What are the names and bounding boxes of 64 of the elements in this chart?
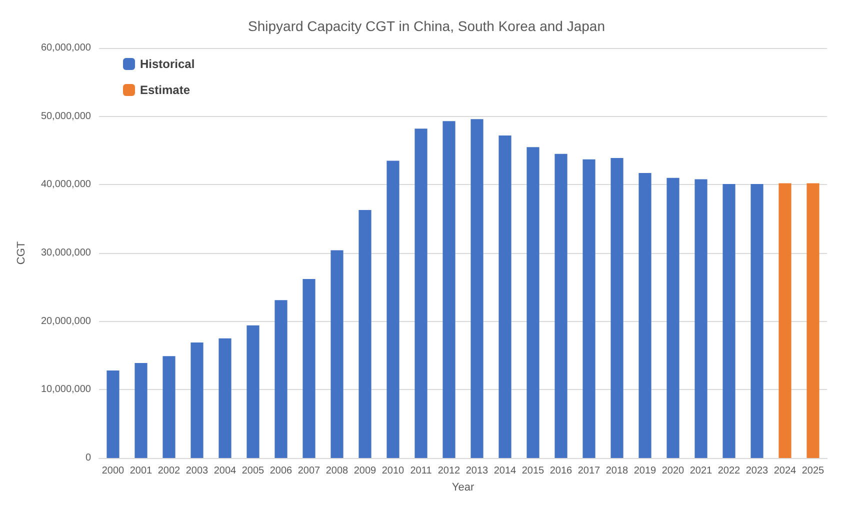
bar — [386, 160, 400, 458]
x-tick-label: 2003 — [186, 466, 209, 476]
x-tick-label: 2015 — [522, 466, 545, 476]
x-tick-label: 2021 — [690, 466, 713, 476]
bar — [638, 173, 652, 458]
bar — [274, 300, 288, 458]
x-tick-label: 2016 — [550, 466, 573, 476]
y-tick-label: 10,000,000 — [40, 384, 92, 396]
x-tick-label: 2020 — [662, 466, 685, 476]
bar — [134, 363, 148, 458]
x-tick-label: 2009 — [354, 466, 377, 476]
x-tick-label: 2006 — [270, 466, 293, 476]
bar — [498, 135, 512, 458]
x-tick-label: 2001 — [130, 466, 153, 476]
bar — [414, 128, 428, 458]
bar — [106, 370, 120, 458]
x-tick-label: 2024 — [774, 466, 797, 476]
bar — [610, 158, 624, 458]
x-tick-label: 2010 — [382, 466, 405, 476]
bar — [778, 183, 792, 458]
y-tick-label: 40,000,000 — [40, 179, 92, 190]
bar — [162, 356, 176, 458]
x-tick-label: 2000 — [102, 466, 125, 476]
bar — [302, 278, 316, 458]
bar — [190, 342, 204, 458]
bar — [666, 178, 680, 458]
y-axis-title: CGT — [16, 241, 28, 265]
bar — [330, 250, 344, 458]
x-tick-label: 2004 — [214, 466, 237, 476]
bar — [750, 184, 764, 458]
bar — [246, 325, 260, 458]
bar — [722, 184, 736, 458]
y-tick-label: 0 — [85, 452, 92, 464]
legend-label: Historical — [140, 57, 195, 71]
x-tick-label: 2014 — [494, 466, 517, 476]
bar — [806, 183, 820, 458]
x-tick-label: 2023 — [746, 466, 769, 476]
x-tick-label: 2011 — [410, 466, 432, 476]
y-tick-label: 50,000,000 — [40, 110, 92, 122]
x-tick-label: 2019 — [634, 466, 657, 476]
x-axis-title: Year — [452, 482, 474, 494]
x-tick-label: 2012 — [438, 466, 461, 476]
bar — [358, 210, 372, 458]
x-tick-label: 2025 — [802, 466, 825, 476]
y-tick-label: 20,000,000 — [40, 316, 92, 327]
y-tick-label: 30,000,000 — [40, 248, 92, 258]
bar — [470, 119, 484, 458]
bar — [554, 154, 568, 458]
bar — [694, 179, 708, 458]
x-tick-label: 2018 — [606, 466, 629, 476]
bar — [582, 159, 596, 458]
x-tick-label: 2013 — [466, 466, 489, 476]
x-tick-label: 2008 — [326, 466, 349, 476]
x-tick-label: 2022 — [718, 466, 741, 476]
bar — [442, 121, 456, 458]
chart-title: Shipyard Capacity CGT in China, South Korea and Japan — [248, 18, 605, 34]
bar — [218, 338, 232, 458]
x-tick-label: 2005 — [242, 466, 265, 476]
legend-label: Estimate — [140, 83, 190, 97]
x-tick-label: 2002 — [158, 466, 181, 476]
bar — [526, 147, 540, 458]
x-tick-label: 2017 — [578, 466, 601, 476]
x-tick-label: 2007 — [298, 466, 321, 476]
y-tick-label: 60,000,000 — [40, 42, 92, 54]
